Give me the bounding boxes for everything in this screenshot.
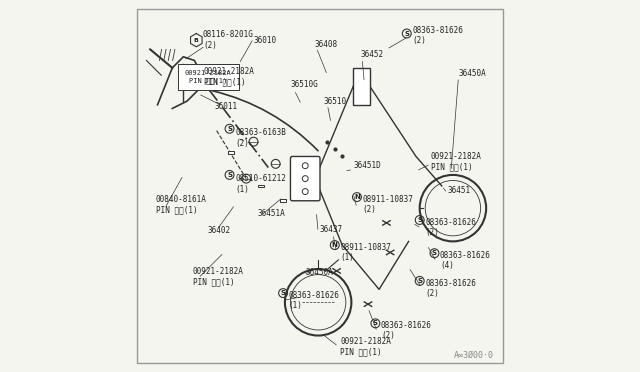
Text: 08363-81626
(2): 08363-81626 (2): [425, 279, 476, 298]
Text: S: S: [373, 320, 378, 326]
Text: 00921-2182A
PIN ピン(1): 00921-2182A PIN ピン(1): [431, 152, 482, 172]
Text: 08363-6163B
(2): 08363-6163B (2): [235, 128, 286, 148]
Text: S: S: [404, 31, 409, 36]
Text: 00921-2182A
PIN ピン(1): 00921-2182A PIN ピン(1): [340, 337, 391, 356]
Text: S: S: [227, 172, 232, 178]
FancyBboxPatch shape: [228, 151, 234, 154]
Text: 00921-2182A
PIN ピン(1): 00921-2182A PIN ピン(1): [185, 70, 232, 84]
FancyBboxPatch shape: [258, 185, 264, 187]
Text: S: S: [417, 217, 422, 223]
Text: N: N: [354, 194, 360, 200]
Text: B: B: [194, 38, 199, 43]
Text: 08116-8201G
(2): 08116-8201G (2): [203, 31, 254, 50]
FancyBboxPatch shape: [280, 199, 286, 202]
Text: 36011: 36011: [215, 102, 238, 111]
Text: 36437: 36437: [320, 225, 343, 234]
Text: S: S: [227, 126, 232, 132]
Text: 00921-2182A
PIN ピン(1): 00921-2182A PIN ピン(1): [204, 67, 255, 87]
Text: 08363-81626
(2): 08363-81626 (2): [412, 26, 463, 45]
Text: 08363-81626
(4): 08363-81626 (4): [440, 251, 491, 270]
Text: 00840-8161A
PIN ピン(1): 00840-8161A PIN ピン(1): [156, 195, 207, 214]
Text: 36010: 36010: [253, 36, 276, 45]
Text: 36510: 36510: [324, 97, 347, 106]
Text: S: S: [432, 250, 437, 256]
Text: 08510-61212
(1): 08510-61212 (1): [235, 174, 286, 194]
Text: 08911-10837
(2): 08911-10837 (2): [362, 195, 413, 214]
Text: 36408: 36408: [314, 40, 337, 49]
Text: 08363-81626
(1): 08363-81626 (1): [289, 291, 339, 310]
Text: 36450A: 36450A: [305, 268, 333, 277]
FancyBboxPatch shape: [353, 68, 370, 105]
Text: 36451D: 36451D: [353, 161, 381, 170]
Text: 36450A: 36450A: [458, 69, 486, 78]
Text: S: S: [417, 278, 422, 284]
Text: 36451A: 36451A: [257, 209, 285, 218]
FancyBboxPatch shape: [291, 157, 320, 201]
Text: A∞3Ø00·0: A∞3Ø00·0: [454, 350, 493, 359]
Text: 08911-10837
(1): 08911-10837 (1): [340, 243, 391, 262]
FancyBboxPatch shape: [178, 64, 239, 90]
Text: 36510G: 36510G: [291, 80, 318, 89]
Text: 36451: 36451: [447, 186, 470, 195]
Text: 36452: 36452: [360, 51, 384, 60]
Text: 08363-81626
(2): 08363-81626 (2): [425, 218, 476, 237]
Text: 08363-81626
(2): 08363-81626 (2): [381, 321, 432, 340]
Text: 36402: 36402: [207, 226, 230, 235]
Text: S: S: [280, 290, 285, 296]
Text: N: N: [332, 242, 338, 248]
Text: 00921-2182A
PIN ピン(1): 00921-2182A PIN ピン(1): [193, 267, 243, 286]
